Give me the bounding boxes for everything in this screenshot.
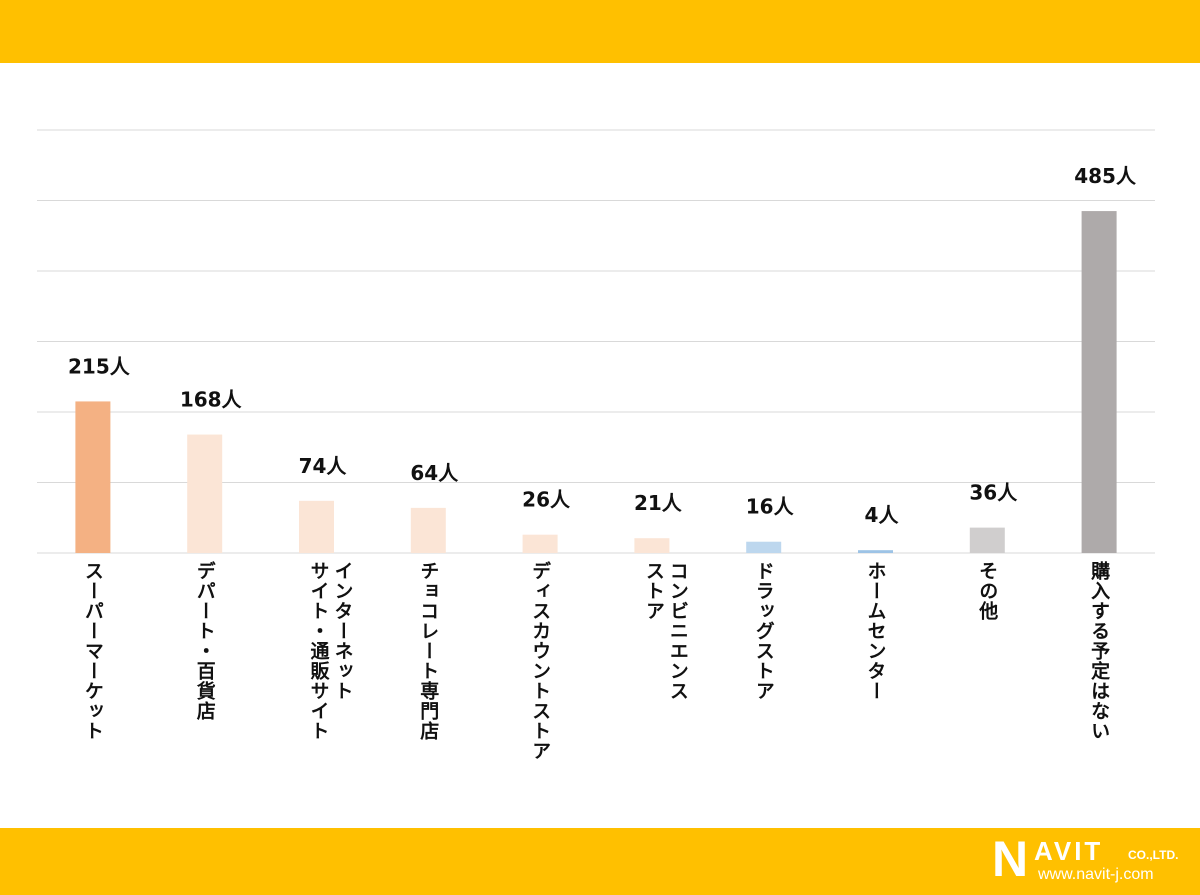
data-label: 168人: [180, 388, 243, 412]
data-label: 485人: [1074, 164, 1137, 188]
data-label: 26人: [522, 488, 571, 512]
bar: [299, 500, 334, 553]
category-label: その他: [976, 561, 999, 621]
data-label: 64人: [410, 461, 459, 485]
category-label: チョコレート専門店: [417, 561, 440, 741]
category-label: 購入する予定はない: [1088, 561, 1111, 741]
category-label: コンビニエンス ストア: [642, 561, 689, 701]
category-label: ホームセンター: [864, 561, 887, 701]
category-label: ドラッグストア: [752, 561, 775, 701]
category-label: ディスカウントストア: [529, 561, 552, 761]
data-label: 74人: [299, 454, 348, 478]
navit-logo: N AVIT CO.,LTD. www.navit-j.com: [992, 831, 1179, 887]
bar: [969, 527, 1005, 553]
data-label: 215人: [68, 354, 131, 378]
bar: [858, 550, 893, 553]
data-label: 16人: [746, 495, 795, 519]
data-label: 21人: [634, 491, 683, 515]
bar: [410, 507, 446, 553]
data-label: 36人: [969, 481, 1018, 505]
category-label: デパート・百貨店: [193, 561, 216, 721]
category-label: インターネット サイト・通販サイト: [307, 561, 354, 741]
bar: [1081, 211, 1117, 553]
top-banner: [0, 0, 1200, 63]
logo-url: www.navit-j.com: [1038, 866, 1154, 883]
bar: [634, 538, 670, 553]
bottom-banner: [0, 828, 1200, 895]
category-label: スーパーマーケット: [81, 561, 104, 741]
bar: [746, 541, 782, 553]
logo-company-suffix: CO.,LTD.: [1128, 848, 1179, 862]
bar: [75, 401, 111, 553]
data-label: 4人: [865, 503, 900, 527]
bar: [522, 534, 558, 553]
bar: [187, 434, 223, 553]
